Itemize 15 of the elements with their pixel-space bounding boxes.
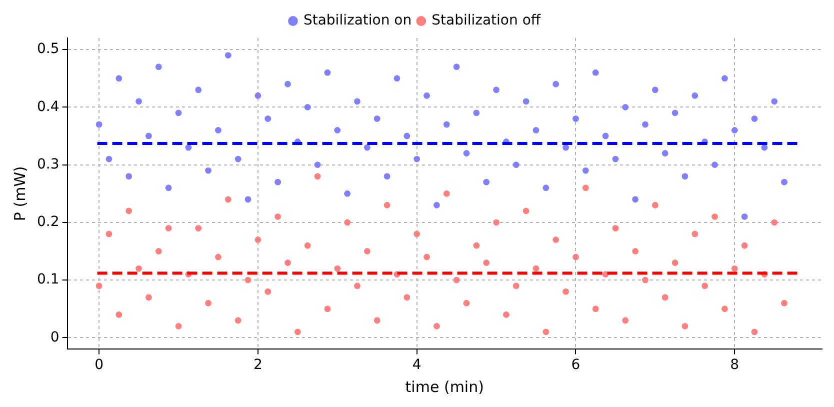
y-tick-label: 0.1 [37, 272, 60, 288]
legend-label: Stabilization off [432, 12, 541, 29]
y-tick-label: 0.3 [37, 156, 60, 172]
y-tick-label: 0.4 [37, 98, 60, 115]
x-tick-label: 2 [253, 357, 262, 374]
x-tick-label: 0 [94, 357, 104, 374]
y-tick-label: 0.2 [37, 214, 60, 230]
x-tick-label: 8 [730, 357, 740, 374]
y-axis-title: P (mW) [10, 166, 29, 222]
x-tick-label: 4 [412, 357, 422, 374]
y-tick-label: 0.5 [37, 41, 60, 58]
y-tick-label: 0 [50, 329, 60, 346]
x-axis-title: time (min) [405, 378, 484, 396]
legend-label: Stabilization on [303, 12, 412, 29]
x-tick-label: 6 [571, 357, 580, 374]
